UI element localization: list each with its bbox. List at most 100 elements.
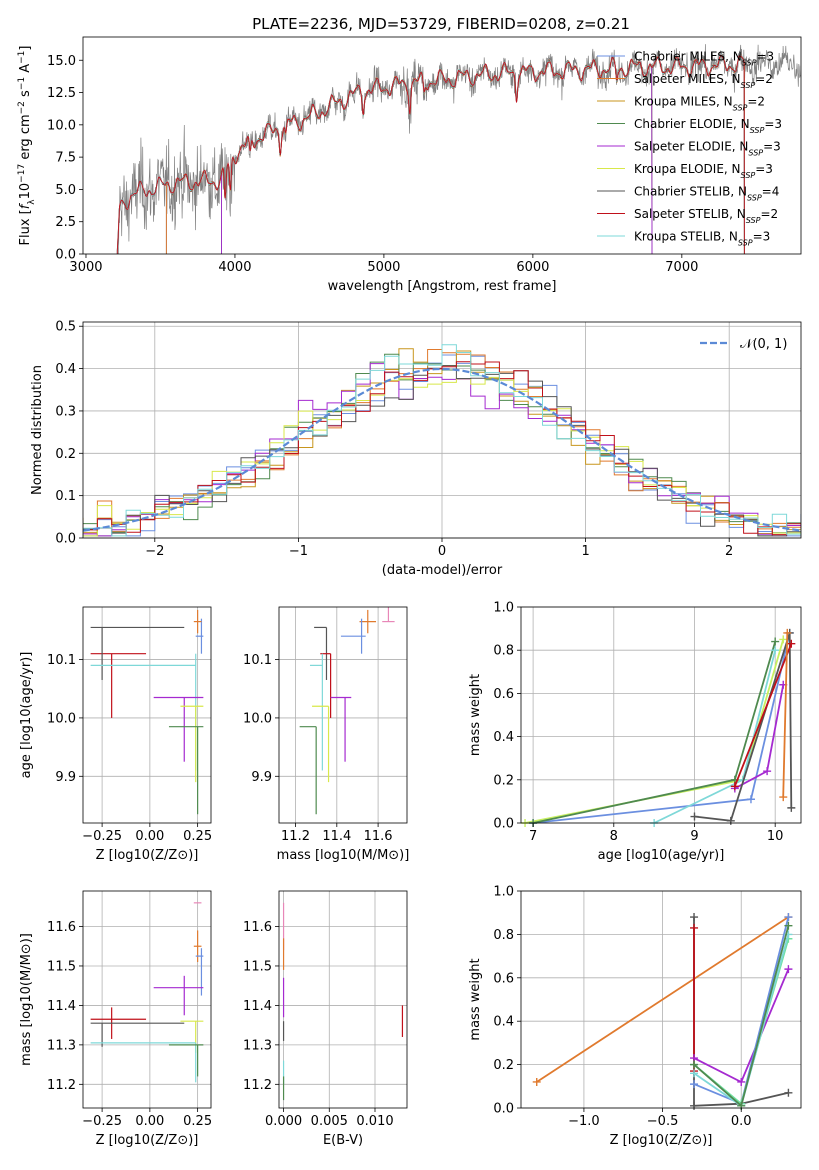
x-tick-label: 0.0: [731, 1114, 752, 1129]
legend-label-sub: SSP: [741, 81, 756, 90]
figure-title: PLATE=2236, MJD=53729, FIBERID=0208, z=0…: [252, 15, 630, 33]
label-part: f: [18, 202, 33, 209]
mass-weight-series: [521, 628, 796, 827]
legend-label: Kroupa MILES, NSSP=2: [634, 95, 765, 113]
x-tick-label: 1: [581, 544, 589, 559]
axes-frame: [82, 890, 212, 1109]
x-tick-label: −1: [289, 544, 308, 559]
legend-label-sub: SSP: [738, 238, 753, 247]
x-tick-label: 3000: [69, 260, 102, 275]
legend-label-sub: SSP: [750, 126, 765, 135]
y-tick-label: 9.9: [251, 770, 272, 785]
legend-label: Chabrier ELODIE, NSSP=3: [634, 117, 782, 135]
y-tick-label: 0.2: [55, 447, 76, 462]
point-marker: [690, 913, 699, 922]
y-tick-label: 7.5: [55, 151, 76, 166]
legend-label-main: Salpeter MILES, N: [634, 72, 741, 86]
point-marker: [730, 782, 739, 791]
y-tick-label: 0.4: [55, 362, 76, 377]
point-marker: [787, 639, 796, 648]
legend-label-suffix: =2: [747, 95, 765, 109]
spectrum-lines: [116, 44, 801, 254]
errorbar-point-salpeter-miles: [193, 609, 202, 634]
age-vs-mass-panel: 11.2 11.4 11.6 9.9 10.0 10.1 mass [log10(M/M⊙)…: [243, 606, 409, 863]
y-tick-label: 0.2: [493, 773, 514, 788]
y-tick-label: 11.5: [243, 959, 272, 974]
legend-label: Chabrier MILES, NSSP=3: [634, 50, 774, 68]
error-bars: [282, 902, 404, 1101]
y-tick-label: 10.1: [47, 653, 76, 668]
point-marker: [784, 965, 793, 974]
y-tick-label: 11.4: [47, 999, 76, 1014]
x-tick-label: 6000: [516, 260, 549, 275]
x-axis-label: Z [log10(Z/Z⊙)]: [610, 1133, 713, 1148]
point-marker: [690, 1069, 699, 1078]
y-tick-label: 0.0: [55, 248, 76, 263]
x-tick-label: 8: [610, 829, 618, 844]
legend-label-main: Salpeter STELIB, N: [634, 207, 746, 221]
histogram-salpeter-stelib: [83, 361, 801, 537]
mass-weight-vs-age-panel: 7 8 9 10 0.0 0.2 0.4 0.6 0.8 1.0 age [log10(age/yr…: [468, 601, 802, 863]
point-marker: [690, 1060, 699, 1069]
legend-label-sub: SSP: [733, 103, 748, 112]
legend-label-suffix: =3: [753, 230, 771, 244]
legend-label-sub: SSP: [747, 193, 762, 202]
age-vs-Z-panel: −0.25 0.00 0.25 9.9 10.0 10.1 Z [log10(Z/Z⊙)] a…: [19, 606, 212, 863]
y-axis-label: Flux [fλ10−17 erg cm−2 s−1 A−1]: [17, 46, 37, 246]
errorbar-point-salpeter-miles: [193, 930, 202, 963]
y-tick-label: 0.0: [55, 532, 76, 547]
errorbar-point-pink: [382, 607, 395, 623]
x-tick-label: −1.0: [568, 1114, 600, 1129]
label-part: −2: [17, 101, 27, 114]
label-part: −1: [17, 77, 27, 90]
errorbar-point-chabrier-stelib: [90, 626, 185, 680]
legend-label: 𝒩(0, 1): [740, 337, 787, 352]
y-tick-label: 10.1: [243, 653, 272, 668]
x-tick-label: 11.2: [281, 829, 310, 844]
y-tick-label: 0.8: [493, 928, 514, 943]
x-axis-label: Z [log10(Z/Z⊙)]: [96, 848, 199, 863]
y-tick-label: 10.0: [47, 118, 76, 133]
y-tick-label: 0.8: [493, 644, 514, 659]
legend-label-sub: SSP: [746, 216, 761, 225]
errorbar-point-chabrier-elodie: [168, 1044, 204, 1077]
model-spectrum-salpeter-elodie: [221, 56, 653, 254]
y-tick-label: 11.2: [47, 1078, 76, 1093]
y-tick-label: 11.6: [243, 920, 272, 935]
label-part: erg cm: [18, 114, 33, 163]
label-part: ]: [18, 46, 33, 51]
mass-weight-vs-Z-panel: −1.0 −0.5 0.0 0.0 0.2 0.4 0.6 0.8 1.0 Z [log10(Z/…: [468, 885, 802, 1148]
errorbar-point-salpeter-elodie: [153, 975, 204, 1016]
errorbar-point-kroupa-stelib: [90, 653, 197, 771]
label-part: −1: [17, 51, 27, 64]
error-bars: [299, 607, 395, 815]
y-tick-label: 1.0: [493, 601, 514, 616]
point-marker: [690, 812, 699, 821]
label-part: Flux [: [18, 209, 33, 245]
x-tick-label: 0.010: [356, 1114, 393, 1129]
x-axis-label: age [log10(age/yr)]: [598, 848, 725, 863]
y-tick-label: 0.4: [493, 1015, 514, 1030]
y-tick-label: 0.1: [55, 489, 76, 504]
x-tick-label: 0.00: [135, 829, 164, 844]
x-tick-label: 11.6: [364, 829, 393, 844]
errorbar-point-kroupa-elodie: [180, 1020, 204, 1053]
errorbar-point-salpeter-miles: [359, 609, 377, 634]
x-tick-label: 0.005: [311, 1114, 348, 1129]
x-tick-label: −0.25: [82, 1114, 122, 1129]
point-marker: [784, 1088, 793, 1097]
point-marker: [779, 793, 788, 802]
series-line-salpeter-miles: [536, 916, 789, 1083]
point-marker: [783, 628, 792, 637]
x-tick-label: −2: [145, 544, 164, 559]
y-axis-label: mass [log10(M/M⊙)]: [19, 933, 34, 1066]
errorbar-point-chabrier-miles: [195, 618, 204, 654]
axes-frame: [82, 36, 802, 255]
point-marker: [787, 803, 796, 812]
x-tick-label: −0.25: [82, 829, 122, 844]
legend-label-main: Kroupa ELODIE, N: [634, 162, 741, 176]
residual-panel: −2 −1 0 1 2 0.0 0.1 0.2 0.3 0.4 0.5 (data-model)/er…: [30, 320, 802, 578]
x-axis-label: E(B-V): [323, 1133, 363, 1148]
errorbar-point-kroupa-elodie: [180, 705, 204, 783]
